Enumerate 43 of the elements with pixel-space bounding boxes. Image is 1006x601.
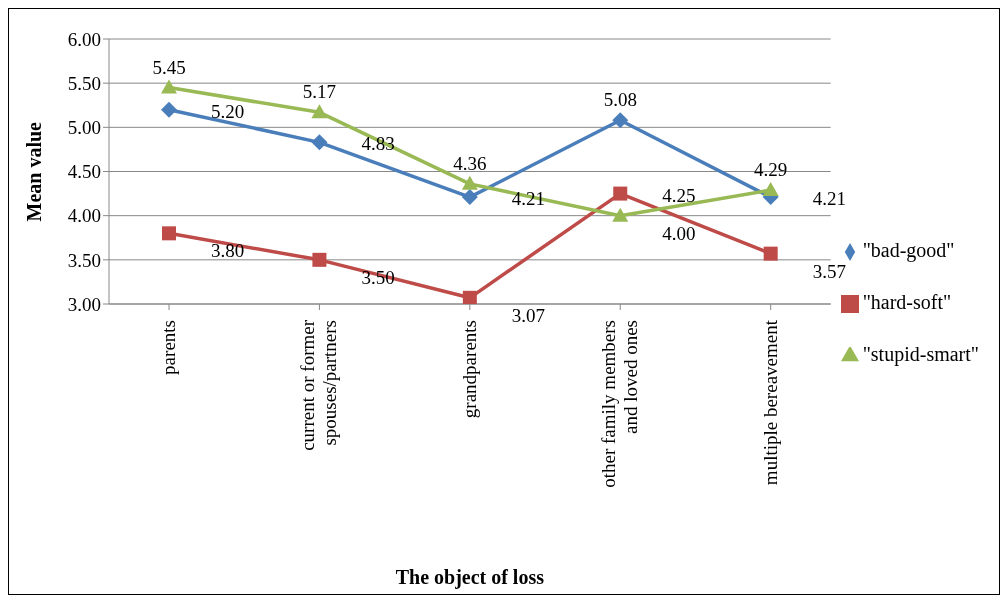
y-tick-label: 6.00: [67, 28, 101, 50]
legend-label: "stupid-smart": [862, 342, 979, 365]
x-tick-label: parents: [158, 320, 179, 375]
x-tick-label: multiple bereavement: [759, 319, 781, 486]
point: [311, 134, 328, 151]
data-label: 3.80: [211, 240, 245, 262]
data-label: 3.07: [511, 304, 546, 326]
y-tick-label: 4.50: [67, 161, 101, 183]
x-tick-label: current or former spouses/partners: [297, 319, 341, 451]
point: [762, 182, 779, 197]
data-label: 4.25: [662, 184, 696, 206]
data-label: 5.08: [603, 89, 637, 111]
x-tick-label: other family members and loved ones: [598, 320, 642, 488]
data-label: 4.00: [662, 222, 696, 244]
data-label: 4.36: [453, 152, 487, 174]
data-label: 5.45: [152, 56, 186, 78]
point: [312, 252, 327, 267]
data-label: 3.57: [812, 260, 846, 282]
data-label: 4.29: [754, 159, 788, 181]
data-label: 4.21: [812, 188, 846, 210]
point: [612, 207, 629, 222]
point: [612, 112, 629, 129]
point: [161, 101, 177, 118]
x-tick-label: grandparents: [458, 320, 480, 419]
y-tick-label: 3.00: [67, 293, 101, 315]
point: [162, 226, 176, 241]
point: [311, 104, 328, 119]
point: [763, 246, 778, 261]
y-tick-label: 3.50: [67, 249, 101, 271]
data-label: 5.17: [302, 81, 337, 103]
data-label: 5.20: [211, 100, 245, 122]
point: [461, 175, 478, 190]
y-axis-title: Mean value: [23, 121, 46, 222]
point: [161, 79, 177, 94]
x-axis-title: The object of loss: [395, 566, 545, 589]
legend-label: "bad-good": [862, 238, 955, 261]
y-tick-label: 4.00: [67, 205, 101, 227]
point: [461, 189, 478, 206]
point: [462, 290, 477, 304]
point: [613, 186, 628, 201]
legend-label: "hard-soft": [862, 290, 952, 313]
y-tick-label: 5.00: [67, 117, 101, 139]
y-tick-label: 5.50: [67, 72, 101, 94]
